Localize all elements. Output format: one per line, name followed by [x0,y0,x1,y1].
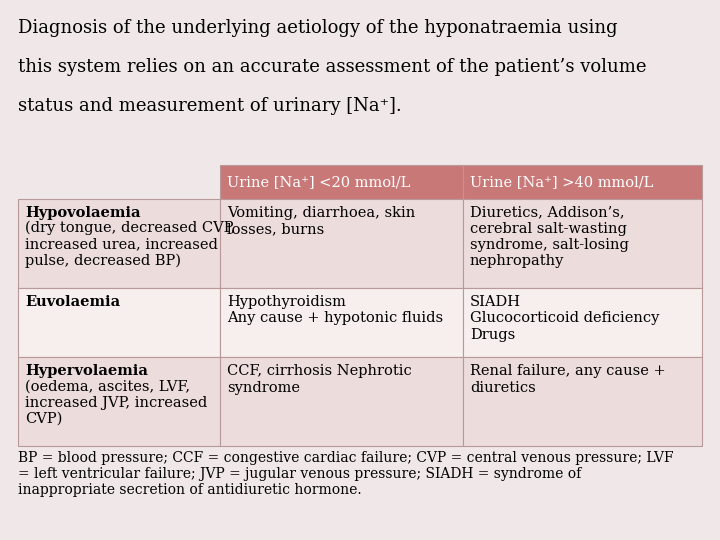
Text: BP = blood pressure; CCF = congestive cardiac failure; CVP = central venous pres: BP = blood pressure; CCF = congestive ca… [18,451,674,497]
Text: Urine [Na⁺] >40 mmol/L: Urine [Na⁺] >40 mmol/L [470,174,653,188]
Text: status and measurement of urinary [Na⁺].: status and measurement of urinary [Na⁺]. [18,97,402,114]
Text: Euvolaemia: Euvolaemia [25,295,120,309]
Bar [463,199,702,288]
Text: this system relies on an accurate assessment of the patient’s volume: this system relies on an accurate assess… [18,58,647,76]
Bar [463,165,702,199]
Bar [220,357,463,446]
Text: Urine [Na⁺] <20 mmol/L: Urine [Na⁺] <20 mmol/L [227,174,410,188]
Text: (dry tongue, decreased CVP,
increased urea, increased
pulse, decreased BP): (dry tongue, decreased CVP, increased ur… [25,221,235,268]
Bar [220,199,463,288]
Text: SIADH
Glucocorticoid deficiency
Drugs: SIADH Glucocorticoid deficiency Drugs [470,295,660,342]
Text: CCF, cirrhosis Nephrotic
syndrome: CCF, cirrhosis Nephrotic syndrome [227,364,412,395]
Bar [18,357,220,446]
Text: Hypothyroidism
Any cause + hypotonic fluids: Hypothyroidism Any cause + hypotonic flu… [227,295,443,326]
Bar [18,165,220,199]
Text: Vomiting, diarrhoea, skin
losses, burns: Vomiting, diarrhoea, skin losses, burns [227,206,415,236]
Bar [463,288,702,357]
Text: (oedema, ascites, LVF,
increased JVP, increased
CVP): (oedema, ascites, LVF, increased JVP, in… [25,380,207,426]
Text: Diagnosis of the underlying aetiology of the hyponatraemia using: Diagnosis of the underlying aetiology of… [18,19,618,37]
Text: Diuretics, Addison’s,
cerebral salt-wasting
syndrome, salt-losing
nephropathy: Diuretics, Addison’s, cerebral salt-wast… [470,206,629,268]
Text: Hypervolaemia: Hypervolaemia [25,364,148,379]
Bar [463,357,702,446]
Text: Hypovolaemia: Hypovolaemia [25,206,140,220]
Bar [220,288,463,357]
Bar [18,199,220,288]
Bar [220,165,463,199]
Text: Renal failure, any cause +
diuretics: Renal failure, any cause + diuretics [470,364,665,395]
Bar [18,288,220,357]
